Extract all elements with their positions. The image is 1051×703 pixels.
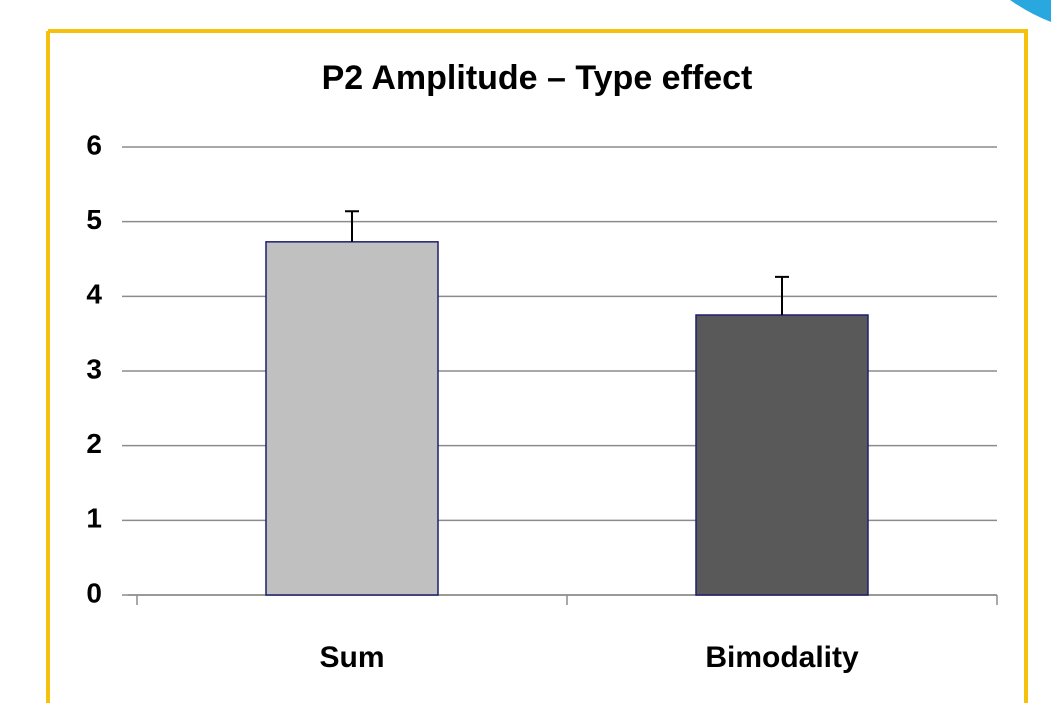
y-tick-label: 3	[86, 353, 102, 384]
chart-title: P2 Amplitude – Type effect	[322, 59, 753, 97]
y-tick-label: 6	[86, 129, 102, 160]
y-tick-label: 5	[86, 204, 102, 235]
bar	[265, 241, 439, 596]
y-tick-label: 0	[86, 577, 102, 608]
corner-decoration	[1010, 0, 1051, 22]
error-bar	[345, 210, 359, 242]
y-tick-label: 2	[86, 428, 102, 459]
error-bar	[775, 275, 789, 315]
frame	[46, 29, 1028, 703]
x-tick-label: Sum	[319, 641, 384, 674]
y-tick-label: 1	[86, 503, 102, 534]
bar	[695, 314, 869, 596]
x-tick-label: Bimodality	[705, 641, 859, 674]
y-tick-label: 4	[86, 279, 102, 310]
